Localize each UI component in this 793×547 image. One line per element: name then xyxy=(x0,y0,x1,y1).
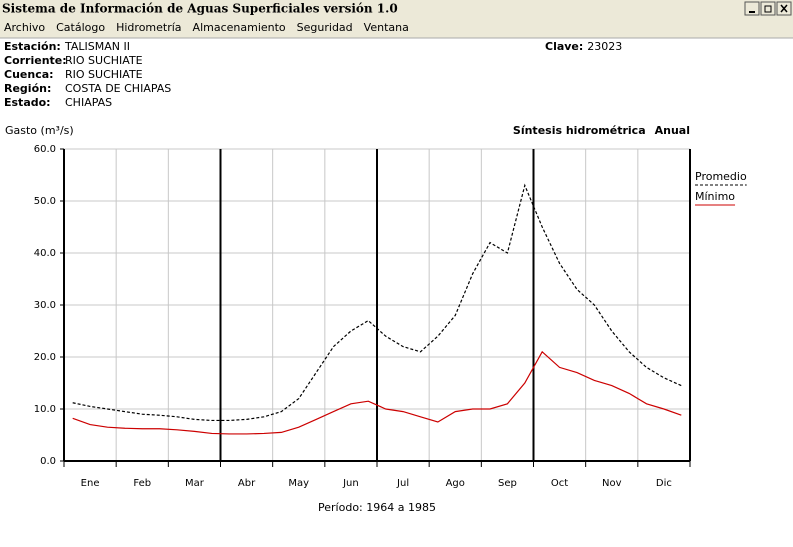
x-tick-label: Oct xyxy=(551,478,568,489)
field-value: COSTA DE CHIAPAS xyxy=(65,82,171,95)
y-tick-label: 60.0 xyxy=(34,144,56,155)
menu-item[interactable]: Hidrometría xyxy=(116,21,181,34)
field-value: TALISMAN II xyxy=(64,40,130,53)
x-tick-label: Ene xyxy=(81,478,100,489)
field-value: RIO SUCHIATE xyxy=(65,54,143,67)
y-tick-label: 40.0 xyxy=(34,248,56,259)
minimize-button[interactable] xyxy=(744,1,760,16)
menu-item[interactable]: Ventana xyxy=(364,21,409,34)
x-tick-label: May xyxy=(288,478,309,489)
chart-title: Anual xyxy=(655,124,690,137)
title-bar xyxy=(0,0,793,18)
window-buttons[interactable] xyxy=(744,1,792,16)
x-tick-label: Feb xyxy=(133,478,151,489)
menu-item[interactable]: Almacenamiento xyxy=(193,21,286,34)
x-tick-label: Ago xyxy=(446,478,465,489)
y-tick-label: 20.0 xyxy=(34,352,56,363)
footer: Período: 1964 a 1985 xyxy=(318,501,436,514)
x-tick-label: Jul xyxy=(396,478,409,489)
legend-label: Promedio xyxy=(695,170,747,183)
window-title: Sistema de Información de Aguas Superfic… xyxy=(2,2,398,16)
x-tick-label: Abr xyxy=(238,478,256,489)
series-line xyxy=(72,350,682,435)
clave-value: 23023 xyxy=(587,40,622,53)
field-label: Cuenca: xyxy=(4,68,54,81)
field-label: Estación: xyxy=(4,40,61,53)
field-label: Región: xyxy=(4,82,51,95)
x-tick-label: Mar xyxy=(185,478,205,489)
x-tick-label: Sep xyxy=(498,478,517,489)
legend-label: Mínimo xyxy=(695,190,735,203)
field-value: RIO SUCHIATE xyxy=(65,68,143,81)
x-tick-label: Nov xyxy=(602,478,622,489)
chart-title: Síntesis hidrométrica xyxy=(513,124,646,137)
y-tick-label: 0.0 xyxy=(40,456,56,467)
menu-bar xyxy=(0,18,793,38)
restore-button[interactable] xyxy=(760,1,776,16)
field-value: CHIAPAS xyxy=(65,96,112,109)
series-line xyxy=(72,183,682,422)
x-tick-label: Jun xyxy=(342,478,359,489)
menu-item[interactable]: Catálogo xyxy=(56,21,105,34)
y-axis-label: Gasto (m³/s) xyxy=(5,124,74,137)
field-label: Corriente: xyxy=(4,54,67,67)
clave-label: Clave: xyxy=(545,40,583,53)
y-tick-label: 50.0 xyxy=(34,196,56,207)
menu-item[interactable]: Seguridad xyxy=(297,21,353,34)
y-tick-label: 30.0 xyxy=(34,300,56,311)
x-tick-label: Dic xyxy=(656,478,672,489)
menu-item[interactable]: Archivo xyxy=(4,21,45,34)
y-tick-label: 10.0 xyxy=(34,404,56,415)
field-label: Estado: xyxy=(4,96,51,109)
